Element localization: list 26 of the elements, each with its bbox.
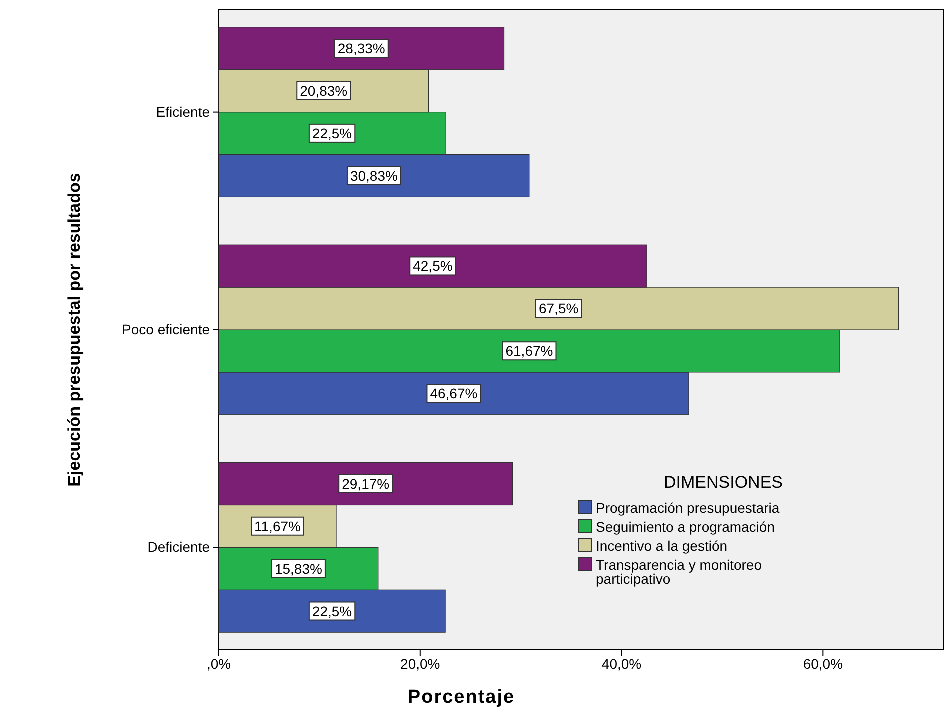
data-label: 22,5% [312, 603, 352, 620]
data-label: 20,83% [300, 82, 348, 99]
x-tick-label: ,0% [206, 656, 232, 672]
legend-title: DIMENSIONES [664, 473, 784, 492]
x-tick-label: 60,0% [803, 656, 844, 672]
data-label: 11,67% [254, 518, 301, 534]
data-label: 30,83% [350, 168, 398, 184]
y-axis-title: Ejecución presupuestal por resultados [65, 173, 84, 487]
data-label: 29,17% [342, 476, 390, 492]
legend-label: Transparencia y monitoreo participativo [596, 556, 762, 587]
data-label: 42,5% [413, 258, 453, 274]
data-label: 15,83% [274, 560, 322, 577]
x-tick-label: 40,0% [602, 656, 642, 672]
x-axis-title: Porcentaje [408, 687, 516, 708]
legend-label: Programación presupuestaria [596, 500, 780, 516]
data-label: 67,5% [538, 300, 579, 317]
y-tick-label: Poco eficiente [122, 321, 210, 338]
legend-label: Seguimiento a programación [596, 518, 775, 535]
data-label: 28,33% [338, 40, 386, 57]
legend-label: Incentivo a la gestión [596, 538, 728, 554]
y-tick-label: Eficiente [156, 104, 210, 120]
data-label: 46,67% [430, 386, 478, 402]
data-label: 22,5% [312, 125, 352, 142]
data-label: 61,67% [506, 343, 554, 360]
x-tick-label: 20,0% [400, 656, 440, 672]
y-tick-label: Deficiente [148, 539, 210, 556]
